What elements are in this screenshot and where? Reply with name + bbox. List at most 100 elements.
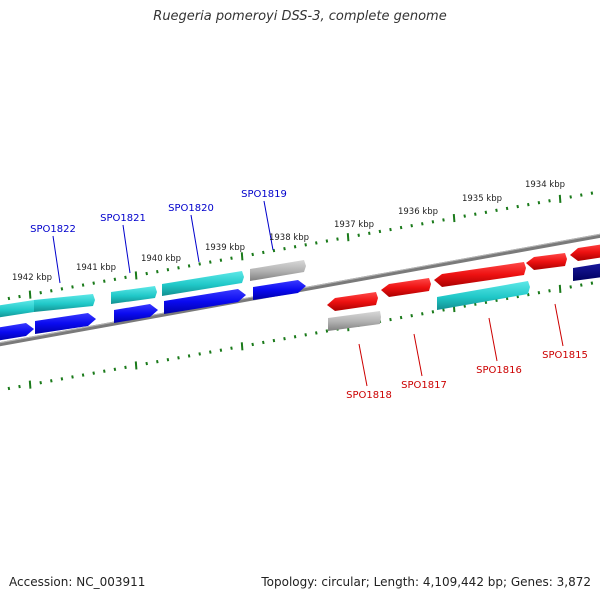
outer-scale-tick: [399, 225, 403, 230]
outer-scale-ticks: [7, 191, 594, 301]
scale-label-1942: 1942 kbp: [12, 273, 52, 283]
gene-label-spo1822[interactable]: SPO1822: [30, 224, 76, 235]
outer-scale-tick: [156, 269, 159, 274]
gene-blue-4[interactable]: [164, 289, 246, 314]
inner-scale-tick: [251, 342, 254, 347]
outer-scale-tick: [92, 281, 95, 285]
outer-scale-tick: [569, 195, 572, 199]
gene-red-3[interactable]: [434, 262, 526, 287]
outer-scale-tick: [505, 206, 509, 211]
outer-scale-tick: [558, 194, 562, 203]
leader-spo1822: [52, 235, 61, 284]
outer-scale-tick: [113, 277, 117, 281]
inner-scale-tick: [166, 358, 170, 362]
gene-red-2[interactable]: [381, 278, 431, 297]
inner-scale-tick: [399, 315, 403, 320]
leader-spo1821: [122, 224, 131, 274]
inner-scale-tick: [410, 313, 413, 318]
inner-scale-tick: [442, 308, 445, 312]
outer-scale-tick: [463, 214, 466, 218]
gene-blue-1[interactable]: [0, 323, 34, 341]
gene-cyan-2[interactable]: [34, 294, 95, 312]
inner-scale-tick: [283, 336, 286, 341]
gene-navy-1[interactable]: [573, 262, 600, 281]
inner-scale-tick: [198, 352, 201, 356]
leader-spo1815: [554, 303, 564, 347]
inner-scale-ticks: [7, 281, 594, 391]
gene-cyan-3[interactable]: [111, 286, 157, 304]
gene-red-5[interactable]: [570, 243, 600, 261]
scale-label-1936: 1936 kbp: [398, 207, 438, 217]
gene-blue-2[interactable]: [35, 313, 96, 334]
leader-spo1819: [263, 200, 274, 251]
gene-blue-5[interactable]: [253, 280, 306, 300]
gene-label-spo1820[interactable]: SPO1820: [168, 203, 214, 214]
inner-scale-tick: [315, 331, 318, 335]
inner-scale-tick: [92, 371, 95, 375]
inner-scale-tick: [39, 381, 42, 385]
outer-scale-tick: [304, 243, 307, 247]
outer-scale-tick: [219, 258, 223, 262]
inner-scale-tick: [187, 354, 191, 358]
outer-scale-tick: [134, 271, 138, 280]
inner-scale-tick: [389, 317, 392, 322]
outer-scale-tick: [50, 289, 53, 293]
gene-label-spo1818[interactable]: SPO1818: [346, 390, 392, 401]
inner-scale-tick: [548, 289, 551, 293]
gene-label-spo1815[interactable]: SPO1815: [542, 350, 588, 361]
outer-scale-tick: [293, 245, 297, 249]
scale-labels: 1934 kbp 1935 kbp 1936 kbp 1937 kbp 1938 kbp…: [12, 180, 565, 283]
gene-cyan-5[interactable]: [437, 281, 530, 310]
inner-scale-tick: [124, 365, 127, 370]
inner-scale-tick: [113, 367, 117, 371]
inner-scale-tick: [421, 312, 424, 316]
outer-scale-tick: [198, 262, 201, 266]
scale-label-1935: 1935 kbp: [462, 194, 502, 204]
inner-scale-tick: [431, 310, 435, 314]
inner-scale-tick: [304, 333, 307, 337]
gene-red-1[interactable]: [327, 292, 378, 311]
gene-label-spo1819[interactable]: SPO1819: [241, 189, 287, 200]
scale-label-1937: 1937 kbp: [334, 220, 374, 230]
gene-blue-3[interactable]: [114, 304, 158, 323]
genome-stats-text: Topology: circular; Length: 4,109,442 bp…: [261, 575, 591, 589]
outer-scale-tick: [262, 250, 265, 255]
inner-scale-tick: [569, 285, 572, 289]
outer-scale-tick: [527, 202, 530, 207]
gene-red-4[interactable]: [526, 253, 567, 270]
inner-scale-tick: [177, 356, 180, 360]
outer-scale-tick: [368, 231, 371, 236]
inner-scale-tick: [262, 340, 265, 345]
gene-label-spo1817[interactable]: SPO1817: [401, 380, 447, 391]
leader-spo1817: [413, 333, 423, 377]
inner-scale-tick: [580, 283, 583, 287]
gene-cyan-1[interactable]: [0, 300, 34, 318]
inner-scale-tick: [590, 281, 594, 285]
inner-scale-tick: [558, 284, 562, 293]
scale-label-1939: 1939 kbp: [205, 243, 245, 253]
outer-scale-tick: [495, 208, 498, 213]
inner-scale-tick: [219, 348, 223, 352]
outer-scale-tick: [378, 229, 382, 234]
gene-gray-2[interactable]: [328, 311, 381, 331]
outer-scale-tick: [71, 285, 74, 289]
gene-label-spo1816[interactable]: SPO1816: [476, 365, 522, 376]
outer-scale-tick: [103, 279, 106, 283]
outer-scale-tick: [474, 212, 477, 216]
inner-scale-tick: [134, 361, 138, 370]
scale-label-1934: 1934 kbp: [525, 180, 565, 190]
outer-scale-tick: [124, 275, 127, 280]
gene-labels: SPO1822 SPO1821 SPO1820 SPO1819 SPO1818 SPO18…: [30, 189, 588, 401]
gene-gray-1[interactable]: [250, 260, 306, 281]
inner-scale-tick: [325, 329, 329, 333]
outer-scale-tick: [484, 210, 488, 214]
outer-scale-tick: [81, 283, 85, 287]
gene-cyan-4[interactable]: [162, 271, 244, 296]
outer-scale-tick: [240, 252, 244, 261]
gene-label-spo1821[interactable]: SPO1821: [100, 213, 146, 224]
outer-scale-tick: [452, 213, 456, 223]
outer-scale-tick: [166, 268, 170, 272]
inner-scale-tick: [156, 359, 159, 364]
leader-spo1820: [190, 214, 200, 263]
